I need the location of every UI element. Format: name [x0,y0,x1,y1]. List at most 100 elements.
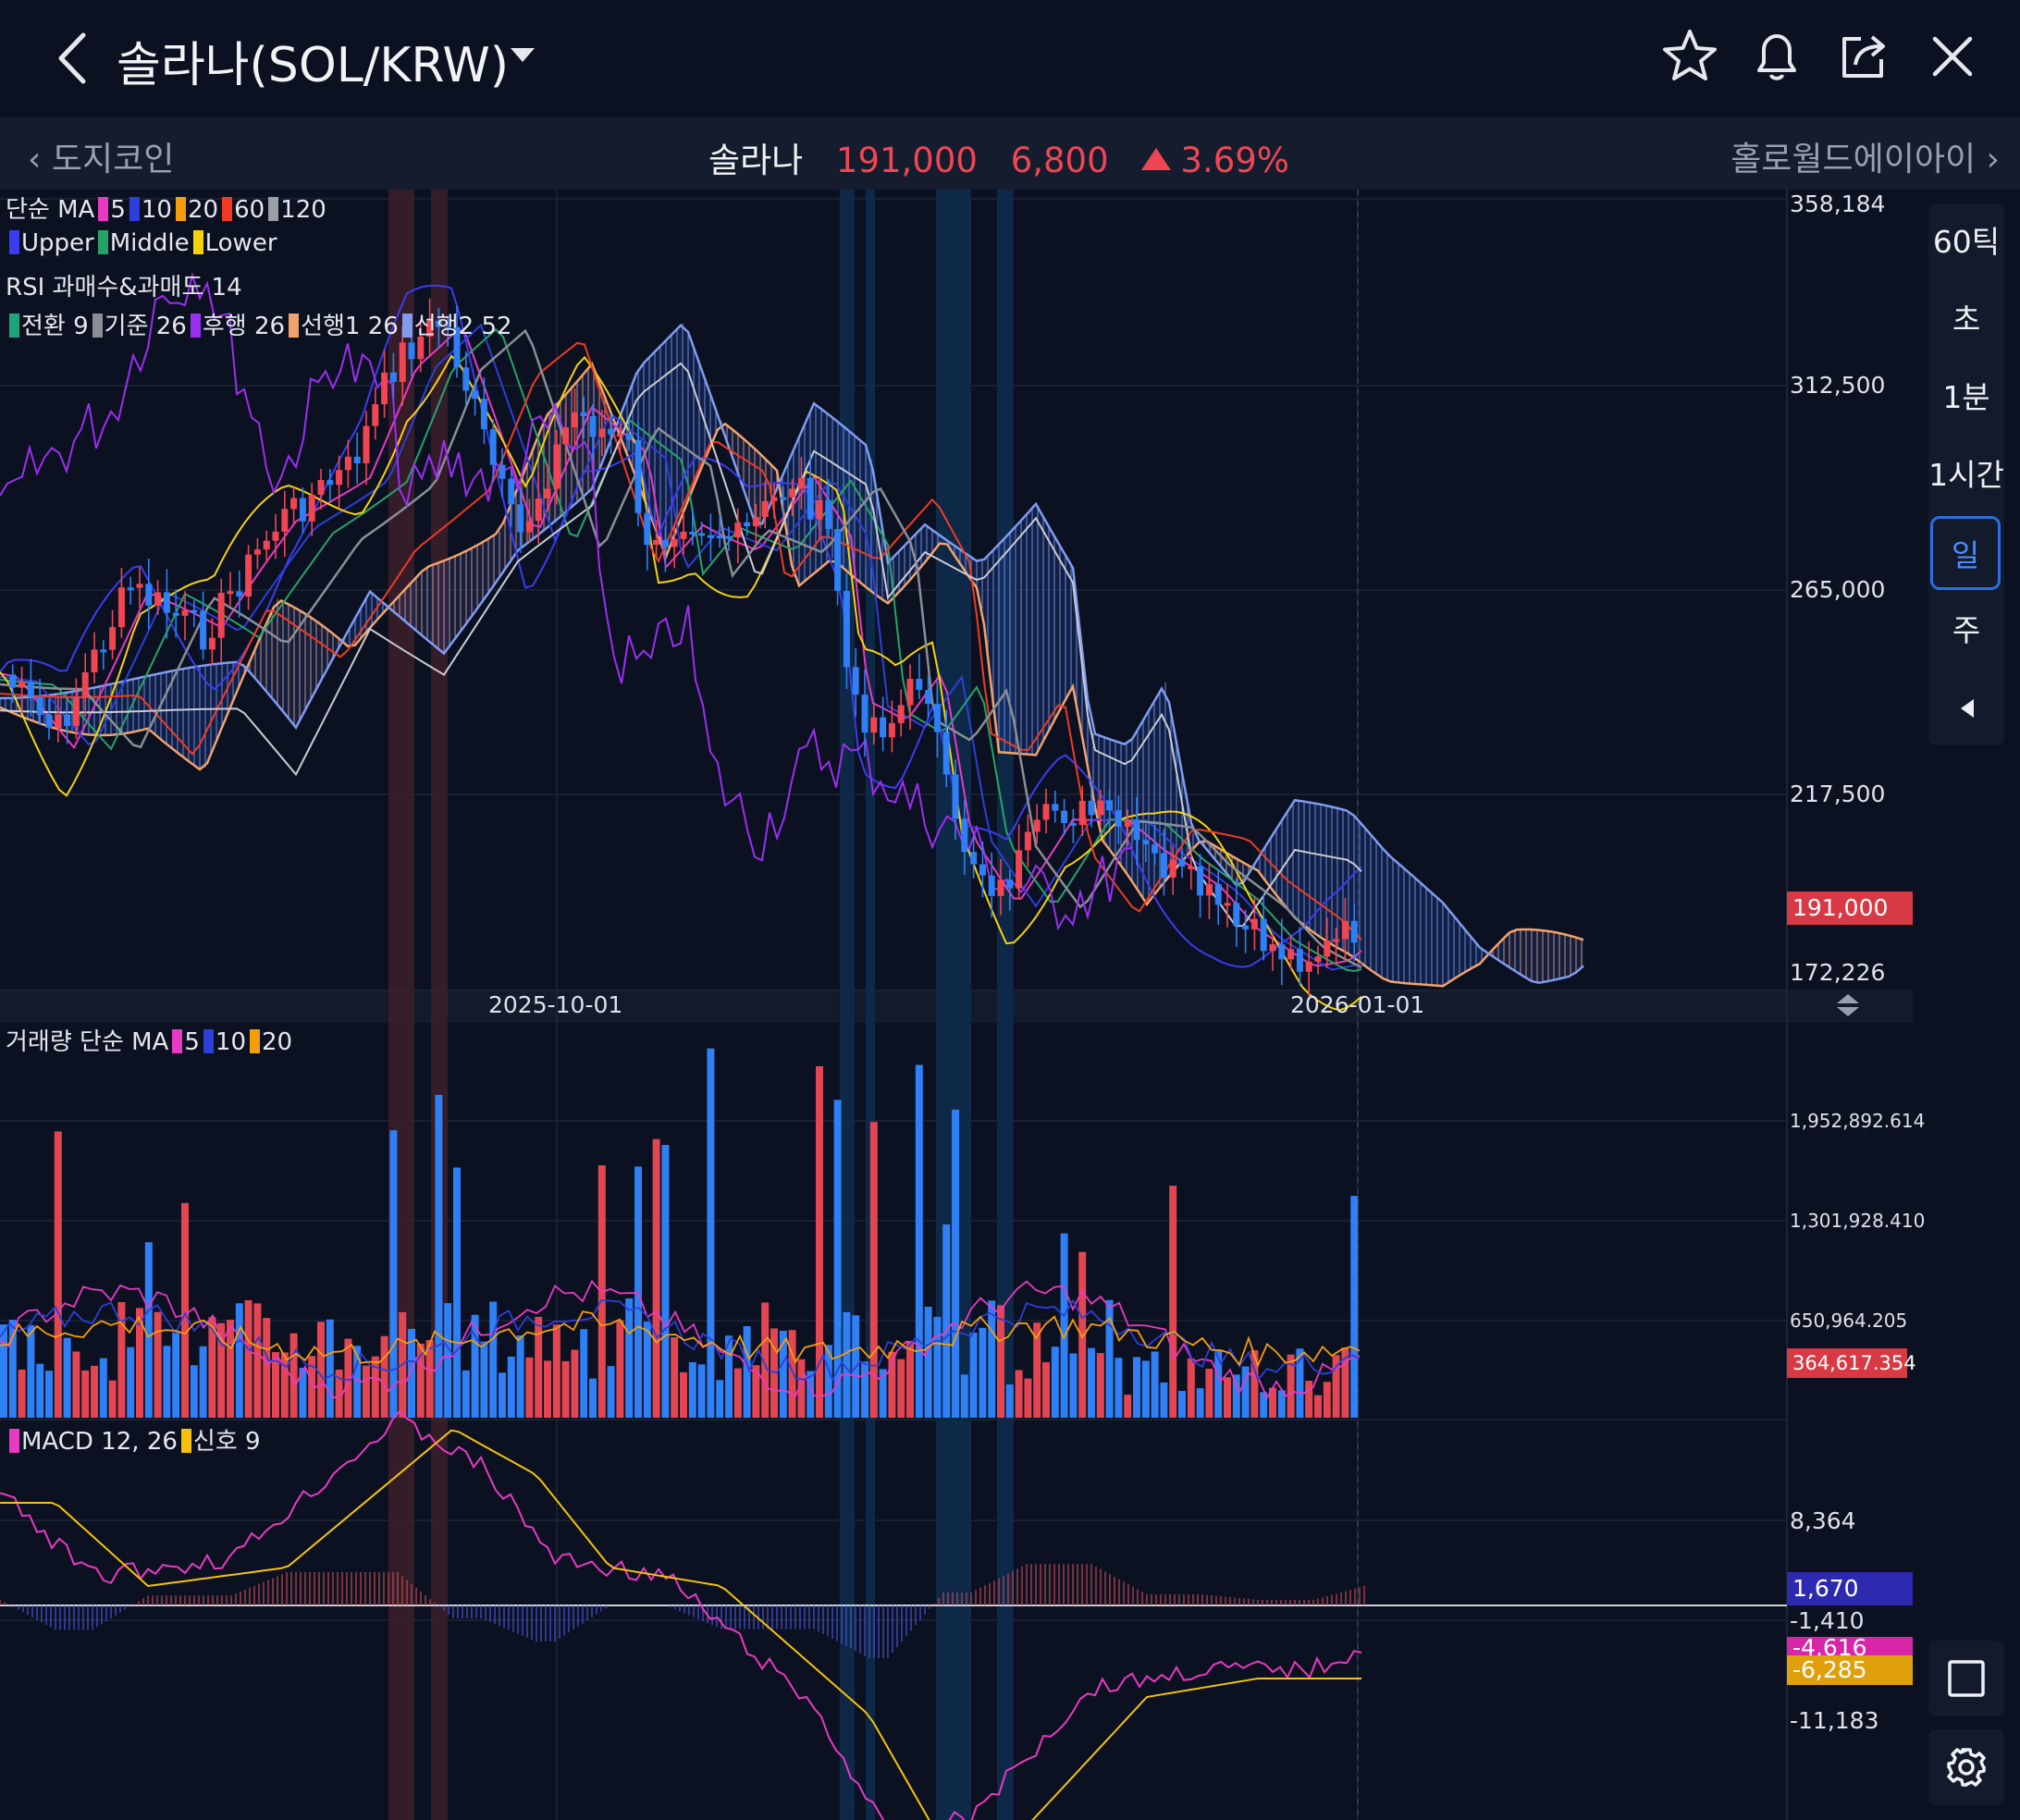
candle-body [916,679,923,691]
candle-body [1278,944,1286,960]
volume-bar [770,1328,778,1418]
collapse-caret-icon[interactable] [1961,699,1974,718]
legend-swatch [172,1029,183,1053]
candle-body [517,504,524,533]
candle-body [880,717,887,738]
volume-bar [1314,1395,1322,1418]
timeframe-week[interactable]: 주 [1952,612,1981,648]
candle-body [1314,956,1322,962]
volume-bar [897,1359,905,1418]
candle-body [472,390,479,400]
volume-bar [317,1322,325,1418]
volume-bar [1060,1233,1068,1418]
legend-swatch [289,314,300,338]
star-icon[interactable] [1659,26,1720,87]
legend-swatch [401,314,413,338]
volume-bar [462,1370,470,1418]
candle-body [716,535,723,539]
candle-body [399,342,406,383]
candle-body [752,516,759,527]
next-coin-link[interactable]: 홀로월드에이아이 › [1731,141,2000,178]
volume-bar [1187,1358,1195,1418]
candle-body [598,428,606,437]
volume-axis-label: 1,952,892.614 [1790,1110,1926,1132]
rsi-legend[interactable]: RSI 과매수&과매도 14 [6,274,242,301]
bollinger-legend[interactable]: Upper Middle Lower [6,229,277,257]
volume-bar [1078,1251,1087,1418]
volume-bar [979,1327,987,1418]
volume-bar [1042,1361,1050,1418]
ma-legend-item-label: 60 [234,196,265,224]
bollinger-legend-item-label: Middle [109,229,190,257]
volume-bar [861,1361,868,1418]
volume-bar [363,1365,370,1418]
timeframe-60tick[interactable]: 60틱 [1932,224,2001,260]
candle-body [1016,850,1023,889]
timeframe-1hour[interactable]: 1시간 [1928,457,2004,493]
share-icon[interactable] [1833,26,1894,87]
candle-body [1205,883,1213,896]
candle-body [1033,819,1041,832]
fullscreen-button[interactable] [1928,1641,2004,1716]
volume-bar [716,1380,724,1418]
ma-legend[interactable]: 단순 MA 5 10 20 60 120 [6,196,326,224]
settings-button[interactable] [1928,1729,2004,1805]
volume-bar [1224,1377,1231,1418]
volume-bar [833,1100,842,1418]
candle-body [389,372,397,383]
back-chevron-icon[interactable] [48,28,104,89]
candle-body [480,399,487,430]
candle-body [816,499,823,520]
volume-bar [18,1369,26,1418]
volume-bar [99,1358,107,1418]
candle-body [1061,810,1068,823]
candle-body [91,649,98,673]
volume-legend[interactable]: 거래량 단순 MA 5 10 20 [6,1028,293,1056]
page-title[interactable]: 솔라나(SOL/KRW) [117,38,510,93]
current-price: 191,000 [835,141,978,180]
candle-body [127,587,134,591]
volume-bar [843,1311,851,1418]
volume-bar [208,1317,216,1418]
ichimoku-legend[interactable]: 전환 9 기준 26 후행 26 선행1 26 선행2 52 [6,307,512,341]
volume-bar [144,1242,153,1418]
timeframe-1min[interactable]: 1분 [1942,379,1990,415]
dropdown-caret-icon[interactable] [511,48,535,62]
volume-bar [489,1301,498,1418]
candle-body [317,480,325,495]
pane-resize-icon[interactable] [1831,992,1865,1018]
volume-bar [108,1380,117,1418]
volume-bar [27,1324,35,1418]
volume-bar [1015,1370,1023,1418]
volume-bar [1323,1382,1331,1418]
bell-icon[interactable] [1746,26,1807,87]
volume-bar [1051,1347,1059,1418]
timeframe-day[interactable]: 일 [1930,516,2001,590]
candle-body [1341,920,1349,940]
timeframe-second[interactable]: 초 [1952,301,1981,338]
volume-bar [1115,1358,1123,1418]
volume-bar [335,1369,343,1418]
close-icon[interactable] [1922,26,1983,87]
volume-bar [54,1131,62,1418]
volume-bar [1024,1378,1032,1418]
prev-coin-link[interactable]: ‹ 도지코인 [28,141,175,178]
bb-lower-line [0,354,1362,1012]
legend-swatch [129,197,140,221]
candle-body [145,584,153,606]
volume-bar [172,1332,180,1418]
candle-body [55,714,62,729]
macd-legend[interactable]: MACD 12, 26 신호 9 [6,1422,261,1457]
volume-bar [761,1302,770,1418]
price-axis-label: 312,500 [1790,372,1886,399]
volume-bar [190,1365,198,1418]
candle-body [698,533,706,536]
price-chart[interactable] [0,190,1913,1820]
candle-body [499,464,506,479]
macd-signal-line [0,1429,1361,1820]
macd-axis-label: -11,183 [1790,1707,1879,1734]
candle-body [1250,918,1258,929]
lower-panes [0,1023,1787,1609]
ma60-line [0,341,1362,941]
volume-bar [435,1094,443,1418]
